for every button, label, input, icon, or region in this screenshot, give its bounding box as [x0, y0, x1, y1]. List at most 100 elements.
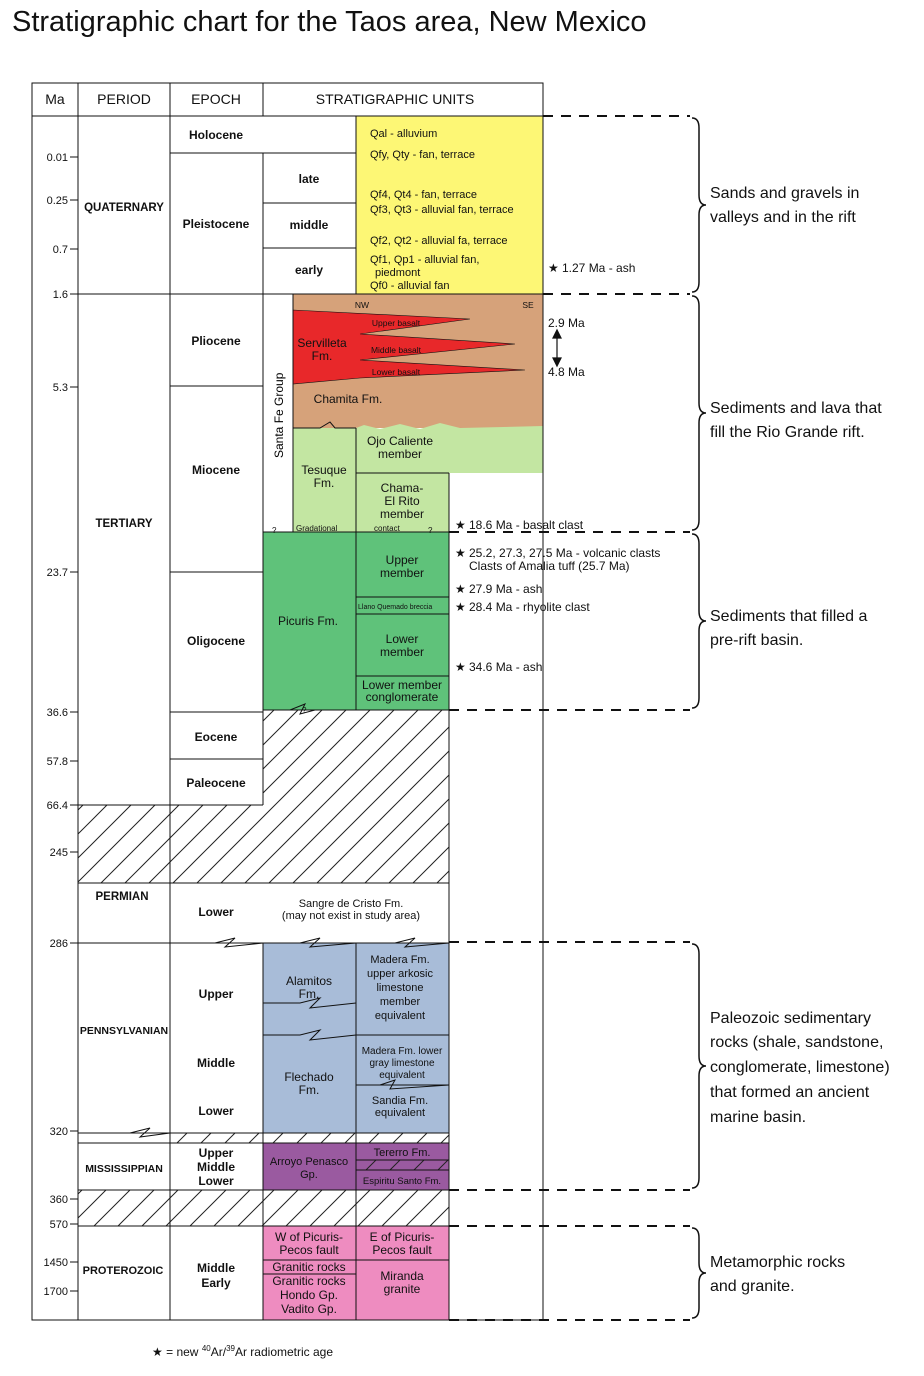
ojo-line2: member [378, 447, 422, 461]
alamitos-line2: Fm. [299, 987, 320, 1001]
bracket-4 [691, 943, 707, 1189]
alamitos-line1: Alamitos [286, 974, 332, 988]
picuris: Picuris Fm. [278, 614, 338, 628]
lower-member-line2: member [380, 645, 424, 659]
lower-member-line1: Lower [386, 632, 419, 646]
upper-member-line1: Upper [386, 553, 419, 567]
w-picuris-1: W of Picuris- [275, 1230, 343, 1244]
tesuque-line1: Tesuque [301, 463, 347, 477]
chama-line2: El Rito [384, 494, 420, 508]
w-granitic-2: Granitic rocks [272, 1274, 345, 1288]
star-icon: ★ [152, 1345, 163, 1359]
tesuque-line2: Fm. [314, 476, 335, 490]
upper-basalt: Upper basalt [372, 318, 421, 328]
period-pennsylvanian: PENNSYLVANIAN [80, 1025, 168, 1037]
age-label: 1.6 [53, 289, 68, 301]
ojo-line1: Ojo Caliente [367, 434, 433, 448]
unit-piedmont: piedmont [375, 267, 420, 279]
annot-48: 4.8 Ma [548, 365, 585, 379]
servilleta-basalt [292, 309, 526, 385]
e-picuris-1: E of Picuris- [370, 1230, 435, 1244]
madera-upper-1: Madera Fm. [370, 954, 429, 966]
miranda-2: granite [384, 1282, 421, 1296]
sandia-line2: equivalent [375, 1107, 425, 1119]
bracket-2-line1: Sediments and lava that [710, 400, 882, 417]
epoch-middle: middle [290, 218, 329, 232]
unit-qf1: Qf1, Qp1 - alluvial fan, [370, 254, 479, 266]
epoch-miocene: Miocene [192, 463, 240, 477]
star-icon: ★ [455, 600, 466, 614]
annot-ash346: 34.6 Ma - ash [469, 660, 542, 674]
unconformity-hatch-mis [170, 1133, 449, 1143]
annot-amalia: Clasts of Amalia tuff (25.7 Ma) [469, 559, 630, 573]
flechado-line2: Fm. [299, 1083, 320, 1097]
star-icon: ★ [455, 518, 466, 532]
lmc-line2: conglomerate [366, 690, 439, 704]
madera-upper-2: upper arkosic [367, 968, 434, 980]
miranda-1: Miranda [380, 1269, 424, 1283]
period-permian: PERMIAN [95, 891, 148, 903]
bracket-4-line2: rocks (shale, sandstone, [710, 1034, 883, 1051]
chama-line1: Chama- [381, 481, 424, 495]
bracket-4-line1: Paleozoic sedimentary [710, 1010, 871, 1027]
gradational: Gradational [296, 524, 338, 533]
page-title: Stratigraphic chart for the Taos area, N… [12, 6, 647, 38]
question-3: ? [302, 706, 307, 715]
star-icon: ★ [455, 660, 466, 674]
middle-basalt: Middle basalt [371, 345, 422, 355]
bracket-3 [691, 533, 707, 709]
age-label: 57.8 [47, 756, 68, 768]
age-label: 245 [50, 847, 68, 859]
bracket-4-line3: conglomerate, limestone) [710, 1059, 890, 1076]
epoch-oligocene: Oligocene [187, 634, 245, 648]
footnote: ★ = new 40Ar/39Ar radiometric age [152, 1344, 334, 1359]
quaternary-units-fill [356, 116, 543, 294]
age-range-arrow [552, 328, 562, 368]
w-hondo: Hondo Gp. [280, 1288, 338, 1302]
epoch-prot-middle: Middle [197, 1261, 235, 1275]
age-label: 1450 [44, 1257, 68, 1269]
upper-member-line2: member [380, 566, 424, 580]
age-label: 0.25 [47, 195, 68, 207]
star-icon: ★ [455, 582, 466, 596]
bracket-5-line2: and granite. [710, 1278, 795, 1295]
epoch-permian-lower: Lower [198, 905, 234, 919]
llano: Llano Quemado breccia [358, 604, 432, 611]
bracket-1-line1: Sands and gravels in [710, 185, 859, 202]
servilleta-line1: Servilleta [297, 336, 347, 350]
bracket-1 [691, 117, 707, 293]
madera-lower-1: Madera Fm. lower [362, 1046, 443, 1057]
period-tertiary: TERTIARY [95, 518, 152, 530]
age-label: 0.01 [47, 152, 68, 164]
age-label: 66.4 [47, 800, 68, 812]
lower-basalt: Lower basalt [372, 367, 421, 377]
epoch-penn-lower: Lower [198, 1104, 234, 1118]
madera-lower-3: equivalent [379, 1070, 425, 1081]
epoch-early: early [295, 263, 323, 277]
period-quaternary: QUATERNARY [84, 202, 164, 214]
age-label: 5.3 [53, 382, 68, 394]
header-period: PERIOD [97, 91, 151, 107]
period-proterozoic: PROTEROZOIC [83, 1265, 164, 1277]
annot-29: 2.9 Ma [548, 316, 585, 330]
star-icon: ★ [548, 261, 559, 275]
bracket-5-line1: Metamorphic rocks [710, 1254, 845, 1271]
bracket-2-line2: fill the Rio Grande rift. [710, 424, 865, 441]
header-epoch: EPOCH [191, 91, 241, 107]
age-label: 0.7 [53, 244, 68, 256]
question-2: ? [428, 526, 433, 535]
header-units: STRATIGRAPHIC UNITS [316, 91, 474, 107]
epoch-pliocene: Pliocene [191, 334, 241, 348]
e-picuris-2: Pecos fault [372, 1243, 432, 1257]
annot-ash279: 27.9 Ma - ash [469, 582, 542, 596]
bracket-3-line1: Sediments that filled a [710, 608, 868, 625]
annot-volc: 25.2, 27.3, 27.5 Ma - volcanic clasts [469, 546, 660, 560]
bracket-1-line2: valleys and in the rift [710, 209, 856, 226]
flechado-line1: Flechado [284, 1070, 334, 1084]
epoch-penn-middle: Middle [197, 1056, 235, 1070]
annot-clast186: 18.6 Ma - basalt clast [469, 518, 584, 532]
sangre-line1: Sangre de Cristo Fm. [299, 898, 404, 910]
madera-upper-4: member [380, 996, 421, 1008]
lmc-line1: Lower member [362, 678, 442, 692]
